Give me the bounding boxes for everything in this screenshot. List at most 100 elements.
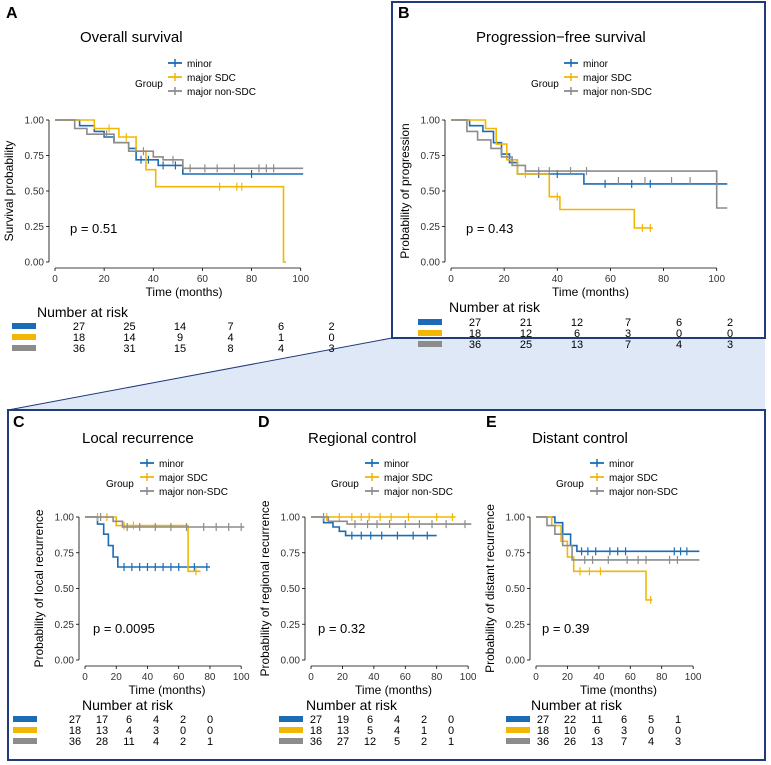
risk-row-swatch bbox=[279, 716, 303, 722]
risk-value: 0 bbox=[207, 725, 213, 737]
x-tick-label: 80 bbox=[656, 672, 668, 683]
y-tick-label: 1.00 bbox=[421, 116, 441, 127]
risk-value: 3 bbox=[153, 725, 159, 737]
y-tick-label: 0.50 bbox=[421, 187, 441, 198]
x-tick-label: 60 bbox=[197, 274, 209, 285]
legend-title: Group bbox=[331, 479, 359, 490]
risk-value: 11 bbox=[591, 714, 602, 726]
risk-value: 13 bbox=[96, 725, 108, 737]
risk-value: 12 bbox=[520, 328, 532, 340]
legend-title: Group bbox=[106, 479, 134, 490]
risk-value: 0 bbox=[676, 328, 682, 340]
risk-value: 19 bbox=[337, 714, 349, 726]
risk-value: 25 bbox=[123, 321, 135, 333]
legend-label-2: major non-SDC bbox=[187, 87, 256, 98]
y-tick-label: 1.00 bbox=[55, 513, 75, 524]
p-value: p = 0.43 bbox=[466, 221, 513, 236]
risk-table-title: Number at risk bbox=[449, 299, 541, 315]
risk-value: 0 bbox=[675, 725, 681, 737]
risk-value: 18 bbox=[537, 725, 549, 737]
y-tick-label: 0.25 bbox=[25, 222, 45, 233]
risk-value: 27 bbox=[73, 321, 85, 333]
series-major-sdc bbox=[55, 119, 286, 263]
risk-value: 5 bbox=[648, 714, 654, 726]
x-tick-label: 40 bbox=[142, 672, 154, 683]
y-tick-label: 0.75 bbox=[281, 548, 301, 559]
y-axis-label: Probability of local recurrence bbox=[32, 509, 46, 667]
legend-label-0: minor bbox=[384, 459, 410, 470]
y-tick-label: 0.75 bbox=[55, 548, 75, 559]
risk-row-swatch bbox=[13, 727, 37, 733]
x-tick-label: 20 bbox=[562, 672, 574, 683]
x-tick-label: 100 bbox=[292, 274, 309, 285]
risk-row-swatch bbox=[12, 323, 36, 329]
legend: Group minor major SDC major non-SDC bbox=[531, 59, 652, 98]
risk-value: 14 bbox=[123, 332, 135, 344]
legend-label-0: minor bbox=[609, 459, 635, 470]
risk-value: 0 bbox=[207, 714, 213, 726]
legend-title: Group bbox=[531, 79, 559, 90]
x-tick-label: 20 bbox=[337, 672, 349, 683]
risk-row-swatch bbox=[506, 738, 530, 744]
risk-value: 4 bbox=[648, 736, 654, 748]
risk-row-swatch bbox=[418, 319, 442, 325]
y-tick-label: 0.00 bbox=[281, 656, 301, 667]
risk-row-swatch bbox=[12, 345, 36, 351]
risk-value: 1 bbox=[675, 714, 681, 726]
chart-title: Distant control bbox=[532, 430, 628, 447]
p-value: p = 0.32 bbox=[318, 621, 365, 636]
chart-title: Overall survival bbox=[80, 29, 183, 46]
panel-b: B Progression−free survival Group minor majo… bbox=[398, 5, 733, 351]
panel-c: C Local recurrence Group minor major SDC majo… bbox=[13, 414, 250, 748]
x-tick-label: 40 bbox=[593, 672, 605, 683]
risk-value: 6 bbox=[367, 714, 373, 726]
panel-d: D Regional control Group minor major SDC majo… bbox=[258, 414, 477, 748]
risk-value: 2 bbox=[328, 321, 334, 333]
risk-value: 36 bbox=[537, 736, 549, 748]
risk-value: 12 bbox=[571, 317, 583, 329]
risk-value: 27 bbox=[537, 714, 549, 726]
y-tick-label: 0.00 bbox=[55, 656, 75, 667]
risk-value: 36 bbox=[310, 736, 322, 748]
km-curve bbox=[536, 516, 653, 601]
km-curve bbox=[536, 516, 700, 553]
zoom-connector bbox=[8, 338, 765, 410]
legend-label-2: major non-SDC bbox=[159, 487, 228, 498]
y-tick-label: 0.00 bbox=[25, 258, 45, 269]
risk-value: 3 bbox=[625, 328, 631, 340]
risk-value: 4 bbox=[126, 725, 132, 737]
risk-value: 18 bbox=[69, 725, 81, 737]
risk-value: 6 bbox=[278, 321, 284, 333]
risk-value: 25 bbox=[520, 339, 532, 351]
legend-title: Group bbox=[556, 479, 584, 490]
panel-letter: D bbox=[258, 414, 270, 431]
y-tick-label: 1.00 bbox=[506, 513, 526, 524]
chart-title: Local recurrence bbox=[82, 430, 194, 447]
chart-panels: A Overall survival Group minor major SDC majo… bbox=[2, 5, 733, 748]
y-tick-label: 1.00 bbox=[281, 513, 301, 524]
risk-value: 12 bbox=[364, 736, 376, 748]
risk-value: 9 bbox=[177, 332, 183, 344]
risk-table-title: Number at risk bbox=[306, 697, 398, 713]
y-axis-label: Survival probability bbox=[2, 141, 16, 242]
risk-value: 7 bbox=[625, 317, 631, 329]
legend-label-2: major non-SDC bbox=[384, 487, 453, 498]
risk-value: 4 bbox=[394, 714, 400, 726]
x-tick-label: 80 bbox=[658, 274, 670, 285]
risk-value: 15 bbox=[174, 343, 186, 355]
risk-value: 27 bbox=[69, 714, 81, 726]
series-minor bbox=[85, 516, 210, 572]
legend-label-0: minor bbox=[187, 59, 213, 70]
panel-e: E Distant control Group minor major SDC major… bbox=[483, 414, 702, 748]
series-major-non-sdc bbox=[311, 513, 472, 529]
risk-row-swatch bbox=[13, 716, 37, 722]
risk-value: 6 bbox=[594, 725, 600, 737]
x-tick-label: 60 bbox=[400, 672, 412, 683]
risk-row-swatch bbox=[506, 716, 530, 722]
series-major-non-sdc bbox=[85, 513, 245, 532]
legend-label-1: major SDC bbox=[583, 73, 632, 84]
risk-value: 8 bbox=[227, 343, 233, 355]
y-tick-label: 0.25 bbox=[55, 620, 75, 631]
